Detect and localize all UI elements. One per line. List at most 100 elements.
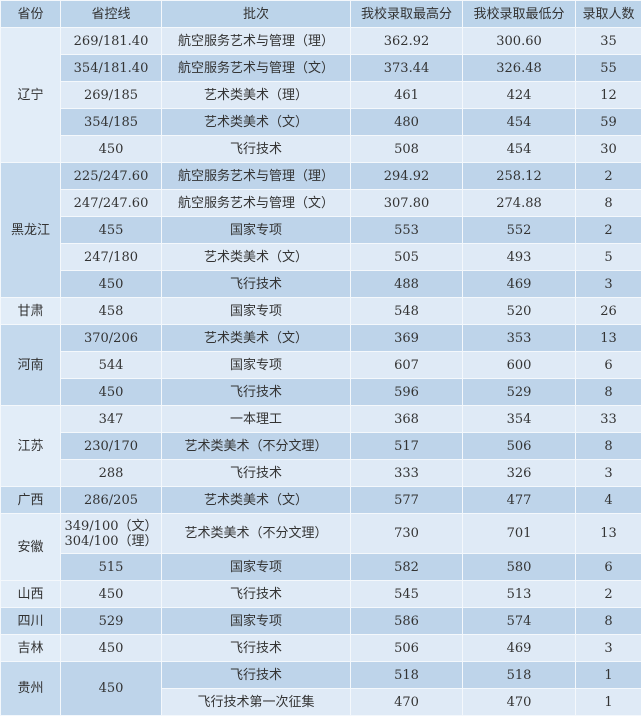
count-cell: 30 <box>576 136 641 163</box>
min-score-cell: 300.60 <box>463 28 576 55</box>
min-score-cell: 424 <box>463 82 576 109</box>
batch-cell: 艺术类美术（文） <box>162 109 351 136</box>
control-line-cell: 370/206 <box>61 325 162 352</box>
count-cell: 8 <box>576 379 641 406</box>
min-score-cell: 493 <box>463 244 576 271</box>
batch-cell: 飞行技术 <box>162 460 351 487</box>
batch-cell: 艺术类美术（文） <box>162 325 351 352</box>
min-score-cell: 274.88 <box>463 190 576 217</box>
max-score-cell: 607 <box>351 352 463 379</box>
control-line-cell: 450 <box>61 662 162 716</box>
control-line-cell: 247/247.60 <box>61 190 162 217</box>
batch-cell: 飞行技术 <box>162 271 351 298</box>
control-line-cell: 354/185 <box>61 109 162 136</box>
province-cell: 江苏 <box>1 406 61 487</box>
min-score-cell: 326 <box>463 460 576 487</box>
batch-cell: 飞行技术 <box>162 136 351 163</box>
max-score-cell: 369 <box>351 325 463 352</box>
batch-cell: 飞行技术 <box>162 379 351 406</box>
max-score-cell: 518 <box>351 662 463 689</box>
max-score-cell: 294.92 <box>351 163 463 190</box>
control-line-cell: 354/181.40 <box>61 55 162 82</box>
province-cell: 山西 <box>1 581 61 608</box>
control-line-cell: 247/180 <box>61 244 162 271</box>
batch-cell: 国家专项 <box>162 217 351 244</box>
count-cell: 2 <box>576 163 641 190</box>
min-score-cell: 506 <box>463 433 576 460</box>
count-cell: 35 <box>576 28 641 55</box>
header-row: 省份 省控线 批次 我校录取最高分 我校录取最低分 录取人数 <box>1 1 641 28</box>
province-cell: 广西 <box>1 487 61 514</box>
min-score-cell: 701 <box>463 514 576 554</box>
control-line-cell: 544 <box>61 352 162 379</box>
control-line-cell: 230/170 <box>61 433 162 460</box>
max-score-cell: 508 <box>351 136 463 163</box>
control-line-cell: 450 <box>61 271 162 298</box>
batch-cell: 飞行技术 <box>162 662 351 689</box>
count-cell: 3 <box>576 460 641 487</box>
control-line-cell: 288 <box>61 460 162 487</box>
max-score-cell: 333 <box>351 460 463 487</box>
control-line-cell: 269/181.40 <box>61 28 162 55</box>
province-cell: 贵州 <box>1 662 61 716</box>
header-max-score: 我校录取最高分 <box>351 1 463 28</box>
count-cell: 13 <box>576 325 641 352</box>
max-score-cell: 577 <box>351 487 463 514</box>
count-cell: 8 <box>576 190 641 217</box>
control-line-cell: 225/247.60 <box>61 163 162 190</box>
min-score-cell: 354 <box>463 406 576 433</box>
count-cell: 12 <box>576 82 641 109</box>
min-score-cell: 470 <box>463 689 576 716</box>
max-score-cell: 480 <box>351 109 463 136</box>
control-line-wen: 349/100（文） <box>61 519 161 534</box>
count-cell: 59 <box>576 109 641 136</box>
count-cell: 6 <box>576 352 641 379</box>
max-score-cell: 461 <box>351 82 463 109</box>
batch-cell: 航空服务艺术与管理（理） <box>162 28 351 55</box>
max-score-cell: 368 <box>351 406 463 433</box>
max-score-cell: 470 <box>351 689 463 716</box>
control-line-cell: 450 <box>61 581 162 608</box>
batch-cell: 一本理工 <box>162 406 351 433</box>
min-score-cell: 353 <box>463 325 576 352</box>
min-score-cell: 454 <box>463 109 576 136</box>
province-cell: 辽宁 <box>1 28 61 163</box>
max-score-cell: 505 <box>351 244 463 271</box>
header-province: 省份 <box>1 1 61 28</box>
min-score-cell: 552 <box>463 217 576 244</box>
max-score-cell: 553 <box>351 217 463 244</box>
min-score-cell: 520 <box>463 298 576 325</box>
control-line-cell: 515 <box>61 554 162 581</box>
min-score-cell: 454 <box>463 136 576 163</box>
control-line-cell: 455 <box>61 217 162 244</box>
count-cell: 6 <box>576 554 641 581</box>
batch-cell: 航空服务艺术与管理（理） <box>162 163 351 190</box>
header-min-score: 我校录取最低分 <box>463 1 576 28</box>
count-cell: 8 <box>576 608 641 635</box>
count-cell: 5 <box>576 244 641 271</box>
province-cell: 安徽 <box>1 514 61 581</box>
control-line-cell: 286/205 <box>61 487 162 514</box>
count-cell: 1 <box>576 662 641 689</box>
min-score-cell: 574 <box>463 608 576 635</box>
max-score-cell: 730 <box>351 514 463 554</box>
max-score-cell: 596 <box>351 379 463 406</box>
control-line-cell: 450 <box>61 635 162 662</box>
